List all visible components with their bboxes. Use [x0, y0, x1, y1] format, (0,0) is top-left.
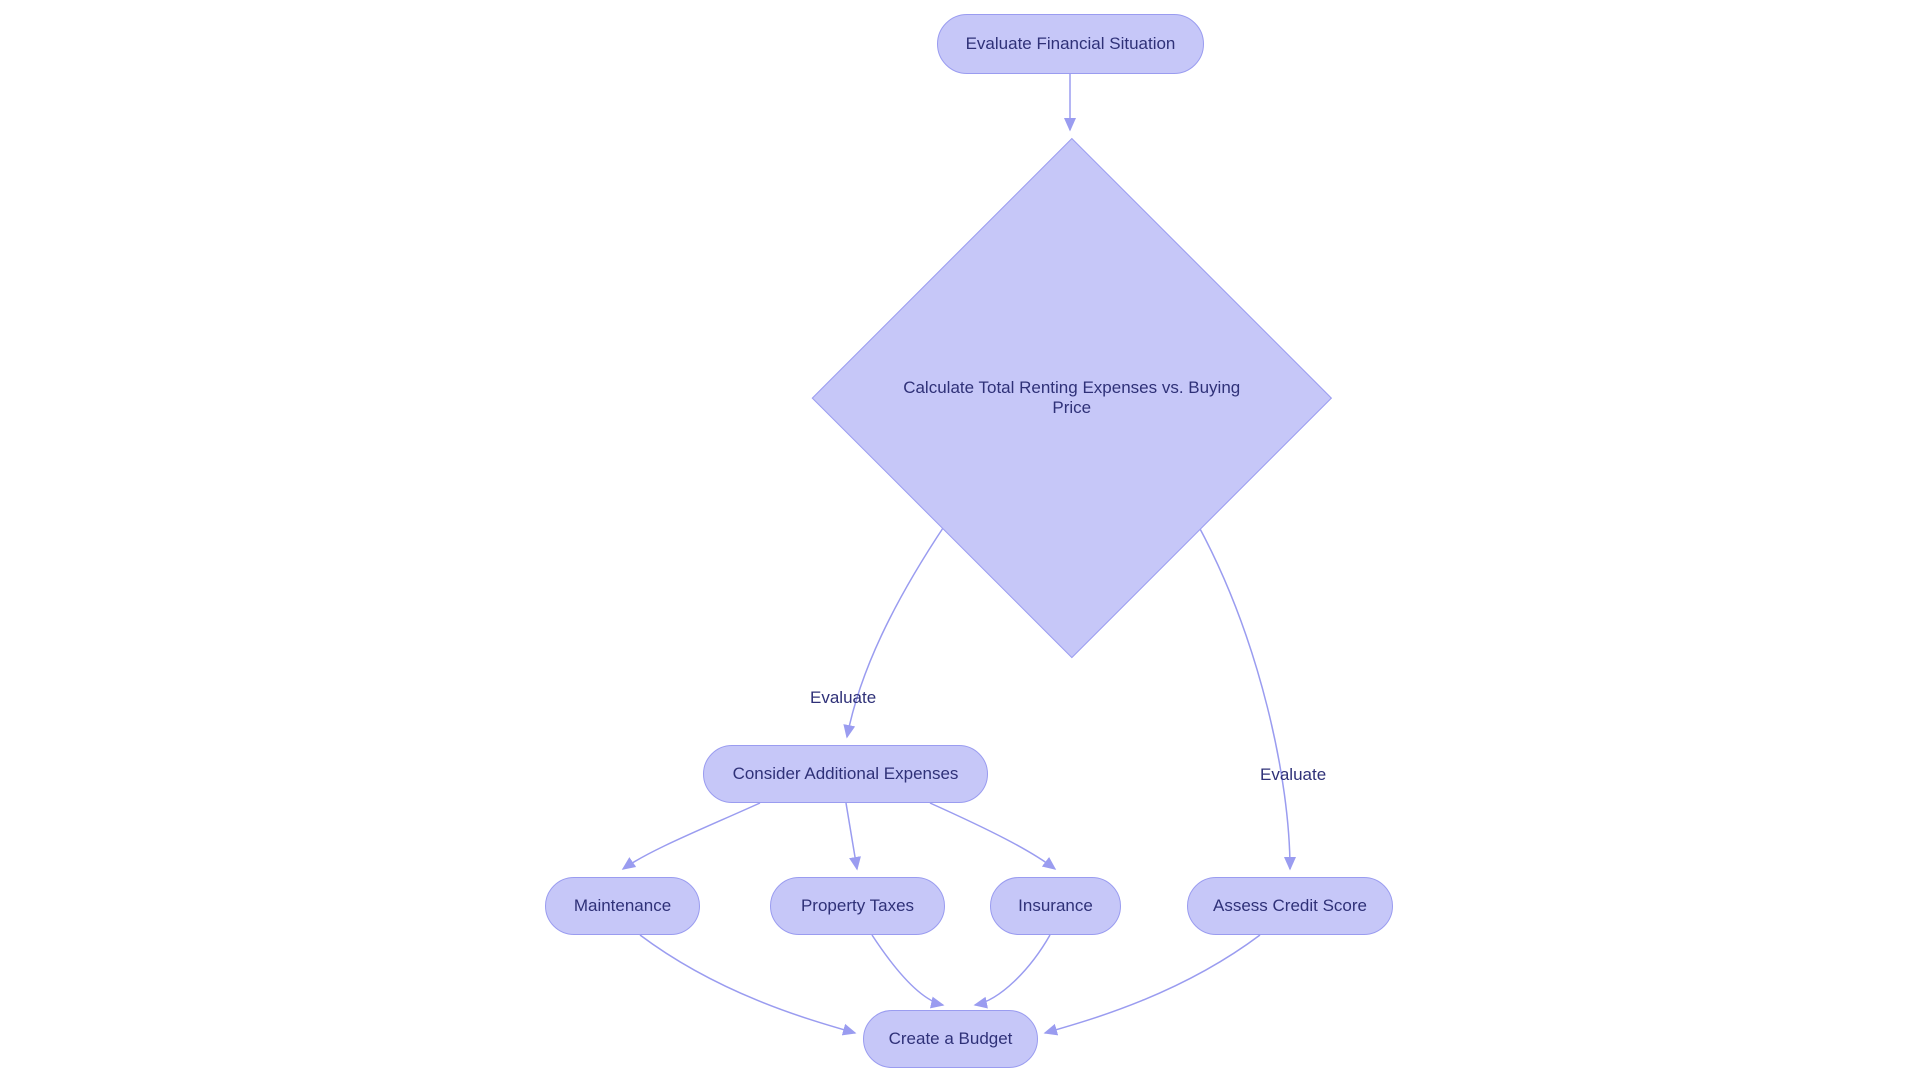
edge [1045, 935, 1260, 1033]
node-label: Evaluate Financial Situation [966, 34, 1176, 54]
flowchart-node: Calculate Total Renting Expenses vs. Buy… [812, 138, 1332, 658]
flowchart-node: Assess Credit Score [1187, 877, 1393, 935]
edge [872, 935, 943, 1005]
node-label: Consider Additional Expenses [733, 764, 959, 784]
node-label: Create a Budget [889, 1029, 1013, 1049]
edge-label: Evaluate [1260, 765, 1326, 785]
flowchart-node: Evaluate Financial Situation [937, 14, 1204, 74]
edge-label: Evaluate [810, 688, 876, 708]
node-label: Assess Credit Score [1213, 896, 1367, 916]
flowchart-node: Consider Additional Expenses [703, 745, 988, 803]
node-label: Calculate Total Renting Expenses vs. Buy… [889, 378, 1255, 418]
node-label: Property Taxes [801, 896, 914, 916]
flowchart-node: Insurance [990, 877, 1121, 935]
flowchart-node: Property Taxes [770, 877, 945, 935]
flowchart-node: Maintenance [545, 877, 700, 935]
edge [1198, 525, 1290, 869]
flowchart-node: Create a Budget [863, 1010, 1038, 1068]
edge [975, 935, 1050, 1005]
edge [930, 803, 1055, 869]
node-label: Maintenance [574, 896, 671, 916]
edge [623, 803, 760, 869]
edge [846, 803, 857, 869]
edge [640, 935, 855, 1033]
node-label: Insurance [1018, 896, 1093, 916]
